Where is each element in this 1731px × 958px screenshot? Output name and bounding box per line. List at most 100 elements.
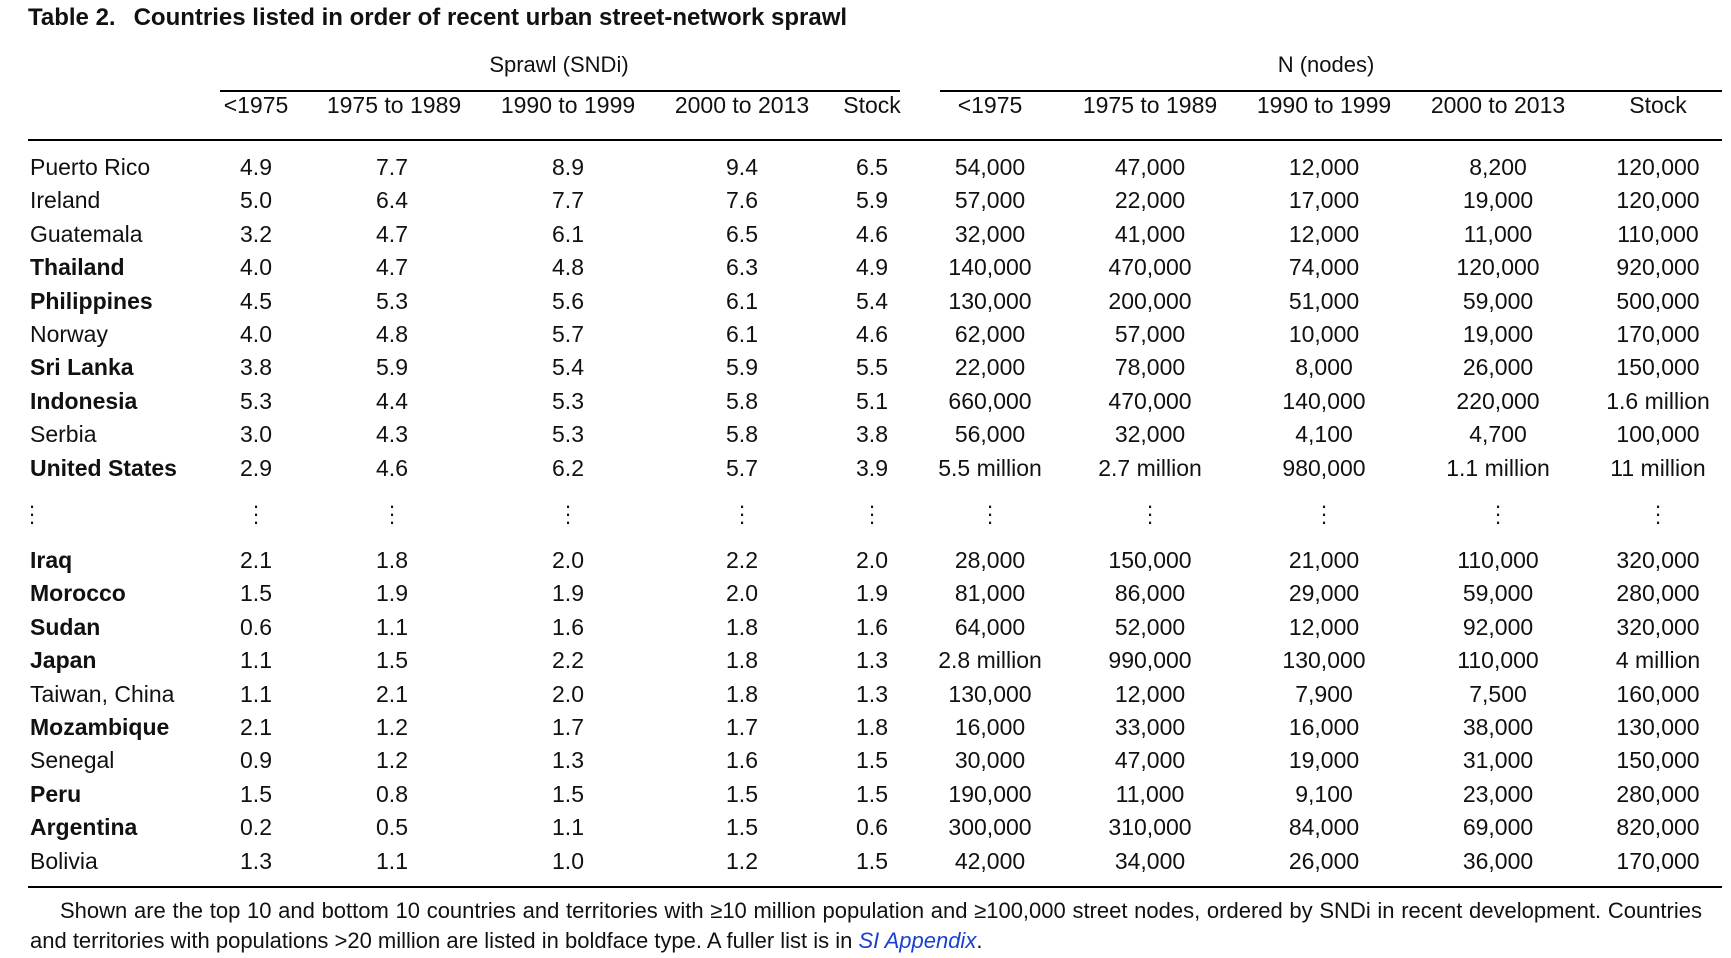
table-cell: 4.0 — [240, 321, 272, 347]
vertical-ellipsis: · · · — [28, 493, 36, 534]
column-header: Stock — [1629, 92, 1687, 118]
table-cell: 1.3 — [856, 647, 888, 674]
table-cell: 4.6 — [376, 454, 408, 481]
table-cell: 4.9 — [856, 254, 888, 281]
table-cell: 41,000 — [1114, 220, 1186, 247]
table-cell: 3.2 — [240, 220, 272, 247]
table-cell: 470,000 — [1108, 387, 1192, 414]
table-cell: 6.3 — [726, 254, 758, 281]
table-cell: 1.5 — [376, 647, 408, 674]
table-cell: 11 million — [1610, 454, 1706, 481]
table-cell: 2.1 — [240, 547, 272, 573]
table-cell: 320,000 — [1616, 613, 1700, 640]
table-cell: 1.8 — [376, 547, 408, 573]
table-cell: 160,000 — [1616, 680, 1700, 707]
bottom-rule — [28, 886, 1722, 888]
group-header-nodes: N (nodes) — [1277, 52, 1375, 77]
table-cell: 57,000 — [1114, 321, 1186, 347]
column-header: 2000 to 2013 — [1430, 92, 1566, 118]
table-cell: 42,000 — [954, 847, 1026, 874]
table-cell: 19,000 — [1462, 187, 1534, 214]
table-cell: 130,000 — [1616, 714, 1700, 740]
table-cell: 470,000 — [1108, 254, 1192, 281]
table-cell: 1.5 — [856, 747, 888, 774]
table-cell: 1.5 — [240, 580, 272, 607]
table-cell: 5.8 — [726, 421, 758, 448]
country-name: Mozambique — [30, 714, 170, 740]
table-cell: 1.8 — [726, 680, 758, 707]
vertical-ellipsis: · · · — [1494, 493, 1502, 534]
table-cell: 2.1 — [240, 714, 272, 740]
table-cell: 1.1 — [376, 613, 408, 640]
table-cell: 74,000 — [1288, 254, 1360, 281]
vertical-ellipsis: · · · — [738, 493, 746, 534]
column-header: <1975 — [223, 92, 289, 118]
footnote-text: Shown are the top 10 and bottom 10 count… — [30, 898, 1702, 953]
table-cell: 1.5 — [856, 780, 888, 807]
table-cell: 6.1 — [726, 321, 758, 347]
table-cell: 12,000 — [1288, 154, 1360, 180]
table-cell: 7.7 — [552, 187, 584, 214]
table-cell: 5.0 — [240, 187, 272, 214]
table-cell: 300,000 — [948, 814, 1032, 841]
table-cell: 12,000 — [1288, 220, 1360, 247]
table-cell: 21,000 — [1288, 547, 1360, 573]
country-name: Ireland — [30, 187, 101, 214]
table-cell: 6.2 — [552, 454, 584, 481]
table-cell: 100,000 — [1616, 421, 1700, 448]
table-cell: 130,000 — [1282, 647, 1366, 674]
table-cell: 1.8 — [726, 647, 758, 674]
table-cell: 32,000 — [1114, 421, 1186, 448]
country-name: Guatemala — [30, 220, 143, 247]
table-cell: 220,000 — [1456, 387, 1540, 414]
table-cell: 1.8 — [726, 613, 758, 640]
country-name: Serbia — [30, 421, 97, 448]
table-cell: 11,000 — [1115, 780, 1185, 807]
table-cell: 500,000 — [1616, 287, 1700, 314]
header-rule — [28, 139, 1722, 141]
country-name: Norway — [30, 321, 108, 347]
table-cell: 140,000 — [1282, 387, 1366, 414]
country-name: Peru — [30, 780, 82, 807]
table-cell: 4.6 — [856, 220, 888, 247]
table-cell: 1.7 — [726, 714, 758, 740]
table-cell: 7,900 — [1295, 680, 1353, 707]
table-cell: 0.5 — [376, 814, 408, 841]
table-cell: 140,000 — [948, 254, 1032, 281]
country-name: Puerto Rico — [30, 154, 151, 180]
table-cell: 5.7 — [552, 321, 584, 347]
table-cell: 5.4 — [552, 354, 584, 381]
table-cell: 310,000 — [1108, 814, 1192, 841]
table-cell: 280,000 — [1616, 780, 1700, 807]
group-rule-sprawl — [220, 90, 900, 92]
table-cell: 1.2 — [376, 747, 408, 774]
table-cell: 4 million — [1615, 647, 1701, 674]
table-cell: 2.8 million — [938, 647, 1042, 674]
table-cell: 22,000 — [954, 354, 1026, 381]
table-cell: 52,000 — [1114, 613, 1186, 640]
table-cell: 110,000 — [1457, 647, 1539, 674]
table-cell: 59,000 — [1462, 287, 1534, 314]
vertical-ellipsis: · · · — [564, 493, 572, 534]
table-cell: 130,000 — [948, 680, 1032, 707]
table-cell: 1.1 million — [1446, 454, 1550, 481]
table-cell: 1.6 million — [1606, 387, 1710, 414]
table-cell: 1.5 — [726, 780, 758, 807]
table-cell: 1.1 — [376, 847, 408, 874]
table-cell: 3.8 — [856, 421, 888, 448]
table-cell: 8,000 — [1295, 354, 1353, 381]
table-cell: 16,000 — [1288, 714, 1360, 740]
table-cell: 6.4 — [376, 187, 408, 214]
table-cell: 7.7 — [376, 154, 408, 180]
table-cell: 170,000 — [1616, 321, 1700, 347]
column-header: <1975 — [957, 92, 1023, 118]
table-cell: 920,000 — [1616, 254, 1700, 281]
country-name: Bolivia — [30, 847, 98, 874]
si-appendix-link[interactable]: SI Appendix — [858, 928, 977, 953]
group-header-sprawl: Sprawl (SNDi) — [489, 52, 629, 77]
table-cell: 990,000 — [1108, 647, 1192, 674]
table-cell: 59,000 — [1462, 580, 1534, 607]
table-cell: 820,000 — [1616, 814, 1700, 841]
table-cell: 30,000 — [954, 747, 1026, 774]
table-cell: 5.3 — [552, 421, 584, 448]
